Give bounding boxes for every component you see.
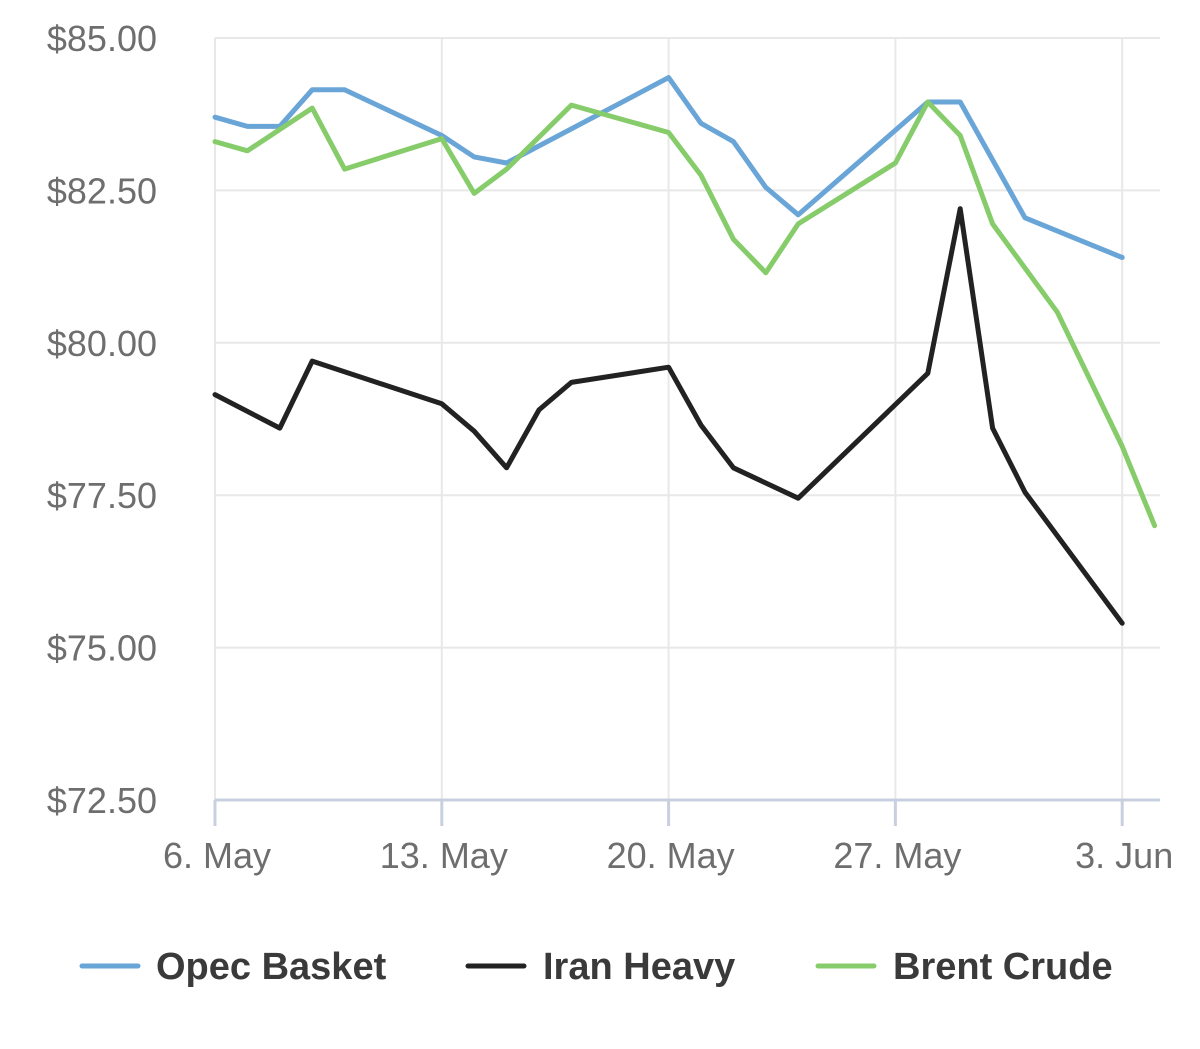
grid-lines [214, 37, 1160, 800]
series-line-brent-crude [212, 99, 1158, 529]
legend-label-iran-heavy: Iran Heavy [543, 946, 735, 988]
series-lines [212, 75, 1158, 626]
y-tick-label: $77.50 [47, 475, 157, 516]
x-tick-label: 6. May [163, 835, 271, 876]
legend-label-brent-crude: Brent Crude [893, 946, 1113, 988]
y-tick-label: $85.00 [47, 18, 157, 59]
x-tick-label: 13. May [380, 835, 508, 876]
x-tick-label: 20. May [607, 835, 735, 876]
series-line-iran-heavy [212, 206, 1125, 626]
x-axis-tick-labels: 6. May 13. May 20. May 27. May 3. Jun [163, 835, 1173, 876]
y-tick-label: $75.00 [47, 628, 157, 669]
x-tick-label: 3. Jun [1075, 835, 1173, 876]
legend-label-opec-basket: Opec Basket [156, 946, 387, 988]
y-tick-label: $80.00 [47, 323, 157, 364]
y-axis-tick-labels: $72.50 $75.00 $77.50 $80.00 $82.50 $85.00 [47, 18, 157, 821]
legend: Opec Basket Iran Heavy Brent Crude [79, 946, 1113, 988]
y-tick-label: $82.50 [47, 170, 157, 211]
x-axis [213, 798, 1160, 826]
series-line-opec-basket [212, 75, 1125, 260]
x-tick-label: 27. May [833, 835, 961, 876]
y-tick-label: $72.50 [47, 780, 157, 821]
